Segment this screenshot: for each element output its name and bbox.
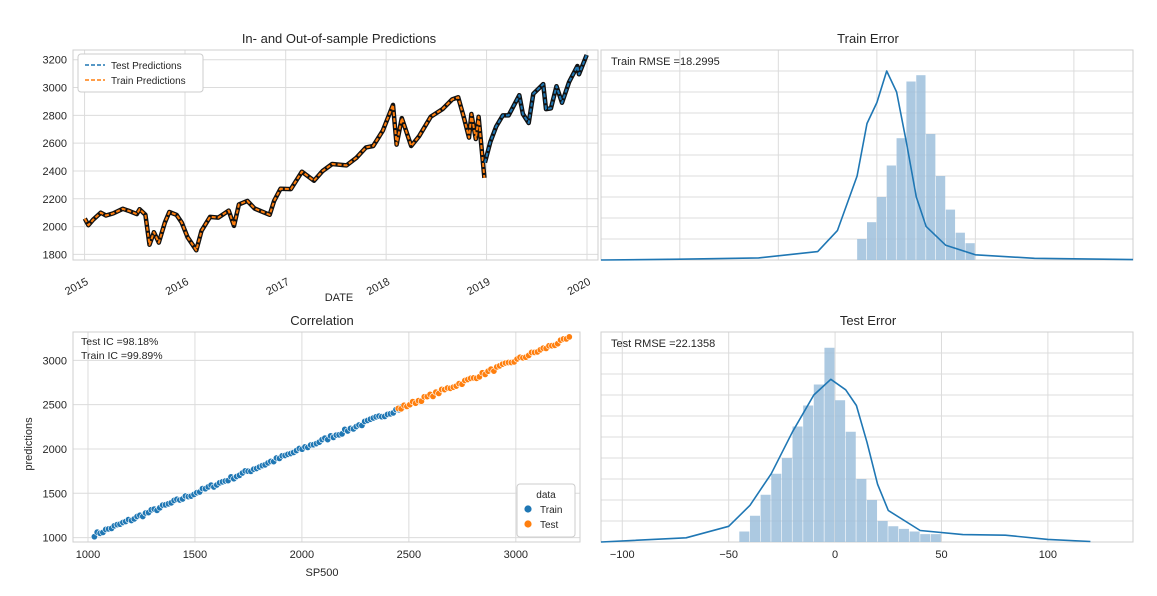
train-error-bin xyxy=(955,232,965,260)
correlation-ylabel: predictions xyxy=(23,417,35,471)
test-error-bin xyxy=(930,534,941,542)
correlation-title: Correlation xyxy=(290,313,354,328)
test-error-x-tick: 100 xyxy=(1039,549,1057,561)
predictions-y-tick: 2600 xyxy=(43,138,67,150)
test-error-bin xyxy=(749,515,760,542)
train-error-bin xyxy=(965,243,975,260)
correlation-panel: Correlation 1000 1500 2000 2500 3000 1000 1500… xyxy=(23,313,581,579)
correlation-xlabel: SP500 xyxy=(305,567,338,579)
train-error-panel: Train Error Train RMSE =18.2995 xyxy=(600,31,1134,261)
test-error-bin xyxy=(898,528,909,542)
predictions-y-tick: 2000 xyxy=(43,222,67,234)
train-error-bin xyxy=(886,165,896,260)
predictions-y-tick: 2400 xyxy=(43,166,67,178)
test-error-x-tick: 0 xyxy=(832,549,838,561)
legend-label: Train Predictions xyxy=(111,76,186,87)
predictions-x-tick: 2020 xyxy=(566,276,593,298)
legend-label: Train xyxy=(540,505,562,516)
test-error-x-tick: 50 xyxy=(935,549,947,561)
series-train xyxy=(90,402,409,541)
legend-label: Test xyxy=(540,520,559,531)
predictions-x-tick: 2016 xyxy=(164,276,191,298)
correlation-x-tick: 2500 xyxy=(397,549,421,561)
test-error-x-tick: −100 xyxy=(610,549,635,561)
train-error-bin xyxy=(876,197,887,260)
predictions-x-tick: 2017 xyxy=(264,276,291,298)
predictions-x-tick: 2015 xyxy=(63,276,90,298)
test-error-panel: Test Error −100 −50 0 50 100 Test RMSE =22.13… xyxy=(600,313,1134,561)
test-point xyxy=(565,333,573,341)
legend-marker xyxy=(524,505,532,513)
test-error-bin xyxy=(877,521,888,542)
test-error-bin xyxy=(739,531,750,542)
test-error-bin xyxy=(835,400,846,542)
correlation-x-tick: 3000 xyxy=(504,549,528,561)
series-test-predictions xyxy=(483,54,588,163)
predictions-y-tick: 3000 xyxy=(43,83,67,95)
train-error-bin xyxy=(926,134,936,260)
actual-price-line-train xyxy=(82,95,487,253)
predictions-legend: Test Predictions Train Predictions xyxy=(77,53,204,93)
predictions-axes-frame xyxy=(72,49,599,261)
legend-box xyxy=(77,53,204,93)
predictions-y-tick: 3200 xyxy=(43,55,67,67)
train-error-title: Train Error xyxy=(837,31,899,46)
correlation-x-tick: 1000 xyxy=(76,549,100,561)
test-error-x-tick: −50 xyxy=(719,549,738,561)
legend-marker xyxy=(524,520,532,528)
test-error-bin xyxy=(760,494,771,542)
train-error-bin xyxy=(935,176,946,260)
actual-price-line-test xyxy=(482,54,589,164)
test-error-bin xyxy=(792,426,803,542)
test-error-bin xyxy=(856,479,867,542)
test-error-bin xyxy=(803,405,814,542)
legend-title: data xyxy=(536,490,556,501)
test-error-bin xyxy=(845,431,856,542)
correlation-y-tick: 1000 xyxy=(43,533,67,545)
train-error-bin xyxy=(945,209,956,260)
predictions-panel: In- and Out-of-sample Predictions 2015 20… xyxy=(43,31,599,304)
correlation-ic-annotation: Train IC =99.89% xyxy=(81,350,163,362)
correlation-x-tick: 2000 xyxy=(290,549,314,561)
test-error-bin xyxy=(909,531,920,542)
test-error-rmse-annotation: Test RMSE =22.1358 xyxy=(611,338,715,350)
test-error-title: Test Error xyxy=(840,313,897,328)
predictions-x-tick: 2019 xyxy=(465,276,492,298)
predictions-y-tick: 1800 xyxy=(43,249,67,261)
predictions-x-tick: 2018 xyxy=(365,276,392,298)
test-error-bin xyxy=(824,347,835,542)
correlation-y-tick: 1500 xyxy=(43,488,67,500)
train-error-bin xyxy=(857,239,867,260)
train-error-bin xyxy=(916,75,926,260)
predictions-xlabel: DATE xyxy=(325,292,354,304)
test-error-bin xyxy=(813,384,824,542)
test-error-bin xyxy=(781,458,792,542)
train-error-rmse-annotation: Train RMSE =18.2995 xyxy=(611,56,720,68)
predictions-y-tick: 2200 xyxy=(43,194,67,206)
series-train-predictions xyxy=(83,96,486,252)
correlation-y-tick: 3000 xyxy=(43,355,67,367)
test-error-bin xyxy=(920,534,931,542)
predictions-y-tick: 2800 xyxy=(43,110,67,122)
test-error-bin xyxy=(867,500,878,542)
test-error-bin xyxy=(771,473,782,542)
correlation-x-tick: 1500 xyxy=(183,549,207,561)
test-error-kde-line xyxy=(600,378,1091,543)
correlation-axes-frame xyxy=(72,331,581,543)
train-error-kde-line xyxy=(600,70,1134,261)
test-error-bin xyxy=(888,526,899,542)
correlation-legend: data Train Test xyxy=(516,483,576,538)
train-error-bin xyxy=(867,222,877,260)
correlation-y-tick: 2500 xyxy=(43,400,67,412)
correlation-y-tick: 2000 xyxy=(43,444,67,456)
legend-label: Test Predictions xyxy=(111,61,182,72)
correlation-ic-annotation: Test IC =98.18% xyxy=(81,336,158,348)
train-error-bin xyxy=(896,138,906,260)
predictions-title: In- and Out-of-sample Predictions xyxy=(242,31,437,46)
series-test xyxy=(394,333,573,413)
